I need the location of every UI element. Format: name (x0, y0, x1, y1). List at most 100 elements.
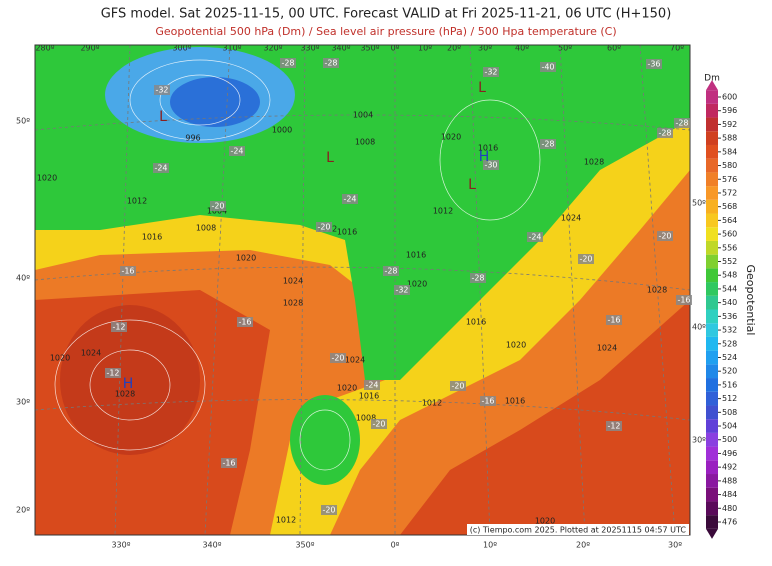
temperature-label: -24 (154, 164, 167, 173)
colorbar-tick-label: 548 (722, 271, 737, 280)
isobar-label: 1020 (506, 341, 526, 350)
temperature-box (111, 322, 127, 332)
colorbar-swatch (706, 254, 718, 269)
colorbar-tick-label: 480 (722, 504, 737, 513)
latitude-label: 20º (16, 506, 30, 515)
isobar-label: 1024 (345, 356, 365, 365)
isobar-label: 1020 (37, 174, 57, 183)
temperature-label: -20 (372, 420, 385, 429)
colorbar-swatch (706, 295, 718, 310)
colorbar-swatch (706, 378, 718, 392)
temperature-label: -16 (607, 316, 620, 325)
temperature-box (676, 295, 692, 305)
longitude-label: 20º (447, 44, 461, 53)
colorbar-swatch (706, 131, 718, 145)
temperature-label: -30 (484, 161, 497, 170)
colorbar-swatch (706, 350, 718, 365)
temperature-label: -20 (658, 232, 671, 241)
pressure-center: L (326, 150, 334, 166)
longitude-label: 350º (295, 541, 314, 550)
colorbar-swatch (706, 186, 718, 200)
longitude-label: 30º (668, 541, 682, 550)
temperature-label: -32 (155, 86, 168, 95)
temperature-label: -40 (541, 63, 554, 72)
colorbar-swatch (706, 282, 718, 296)
isobar-label: 996 (185, 134, 200, 143)
colorbar-swatch (706, 336, 718, 351)
isobar-label: 1020 (407, 280, 427, 289)
latitude-label: 50º (692, 199, 706, 208)
temperature-box (229, 146, 245, 156)
isobar-label: 1016 (505, 397, 525, 406)
isobar-label: 1020 (50, 354, 70, 363)
colorbar-tick-label: 504 (722, 422, 737, 431)
colorbar-tick-label: 576 (722, 175, 737, 184)
latitude-label: 30º (692, 436, 706, 445)
temperature-box (154, 85, 170, 95)
latitude-label: 40º (692, 323, 706, 332)
colorbar-swatch (706, 323, 718, 337)
temperature-label: -12 (112, 323, 125, 332)
colorbar-tick-label: 592 (722, 120, 737, 129)
colorbar-tick-label: 476 (722, 518, 737, 527)
isobar-label: 1024 (81, 349, 101, 358)
longitude-label: 330º (111, 541, 130, 550)
colorbar-swatch (706, 501, 718, 516)
longitude-label: 330º (300, 44, 319, 53)
colorbar-swatch (706, 158, 718, 173)
temperature-label: -16 (121, 267, 134, 276)
temperature-box (606, 315, 622, 325)
subtitle: Geopotential 500 hPa (Dm) / Sea level ai… (155, 25, 616, 38)
temperature-label: -20 (322, 506, 335, 515)
temperature-label: -24 (365, 381, 378, 390)
colorbar-tick-label: 500 (722, 435, 737, 444)
colorbar-swatch (706, 460, 718, 475)
latitude-label: 30º (16, 398, 30, 407)
pressure-center: H (479, 149, 490, 165)
colorbar-tick-label: 488 (722, 476, 737, 485)
temperature-box (383, 266, 399, 276)
colorbar-swatch (706, 487, 718, 502)
temperature-label: -20 (211, 202, 224, 211)
temperature-box (120, 266, 136, 276)
longitude-label: 0º (391, 541, 400, 550)
pressure-center: L (468, 177, 476, 193)
temperature-box (540, 62, 556, 72)
colorbar-tick-label: 584 (722, 147, 737, 156)
colorbar-tick-label: 596 (722, 106, 737, 115)
pressure-center: H (123, 376, 134, 392)
temperature-label: -16 (481, 397, 494, 406)
longitude-label: 340º (202, 541, 221, 550)
colorbar-swatch (706, 405, 718, 420)
longitude-label: 10º (418, 44, 432, 53)
temperature-box (280, 58, 296, 68)
colorbar-tick-label: 560 (722, 230, 737, 239)
isobar-label: 1024 (597, 344, 617, 353)
isobar-label: 1016 (142, 233, 162, 242)
isobar-label: 1028 (647, 286, 667, 295)
colorbar-tick-label: 508 (722, 408, 737, 417)
temperature-label: -16 (677, 296, 690, 305)
temperature-box (470, 273, 486, 283)
longitude-label: 290º (80, 44, 99, 53)
temperature-label: -28 (675, 119, 688, 128)
isobar-label: 1020 (535, 517, 555, 526)
colorbar-swatch (706, 446, 718, 461)
temperature-label: -32 (484, 68, 497, 77)
colorbar-swatch (706, 90, 718, 104)
temperature-label: -12 (106, 369, 119, 378)
credit: (c) Tiempo.com 2025. Plotted at 20251115… (470, 526, 687, 535)
isobar-label: 1028 (283, 299, 303, 308)
isobar-label: 1012 (433, 207, 453, 216)
colorbar-swatch (706, 364, 718, 379)
colorbar-tick-label: 532 (722, 326, 737, 335)
temperature-label: -28 (541, 140, 554, 149)
temperature-box (371, 419, 387, 429)
colorbar-swatch (706, 144, 718, 159)
colorbar-tick-label: 536 (722, 312, 737, 321)
pressure-center: L (159, 109, 167, 125)
pressure-center: L (478, 80, 486, 96)
temperature-label: -24 (230, 147, 243, 156)
